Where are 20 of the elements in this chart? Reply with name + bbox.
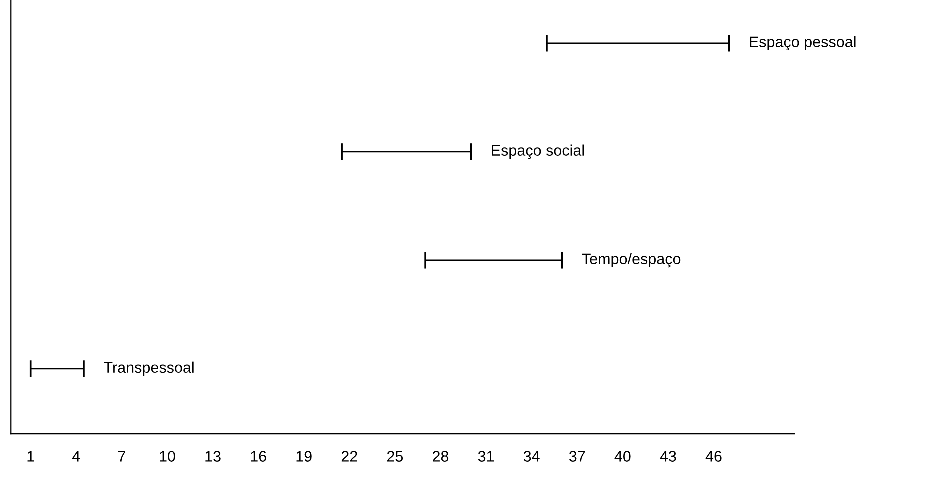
x-tick-label: 25 [387, 451, 404, 462]
x-tick-label: 46 [706, 451, 722, 462]
x-tick-label: 22 [342, 451, 358, 462]
x-tick-label: 43 [660, 451, 676, 462]
x-tick-label: 4 [72, 451, 80, 462]
x-tick-label: 19 [296, 451, 312, 462]
x-tick-label: 16 [251, 451, 266, 462]
x-tick-label: 31 [478, 451, 494, 462]
x-tick-label: 37 [569, 451, 586, 462]
y-tick-label: Espaço pessoal [750, 36, 856, 51]
x-tick-label: 7 [118, 451, 126, 462]
y-tick-label: Transpessoal [104, 362, 194, 376]
x-tick-label: 10 [160, 451, 176, 462]
x-tick-label: 40 [614, 451, 631, 462]
x-tick-label: 28 [433, 451, 449, 462]
x-tick-label: 34 [524, 451, 540, 462]
x-tick-label: 1 [28, 451, 34, 462]
y-tick-label: Espaço social [492, 144, 584, 160]
x-tick-label: 13 [206, 451, 221, 462]
y-tick-label: Tempo/espaço [582, 253, 681, 268]
